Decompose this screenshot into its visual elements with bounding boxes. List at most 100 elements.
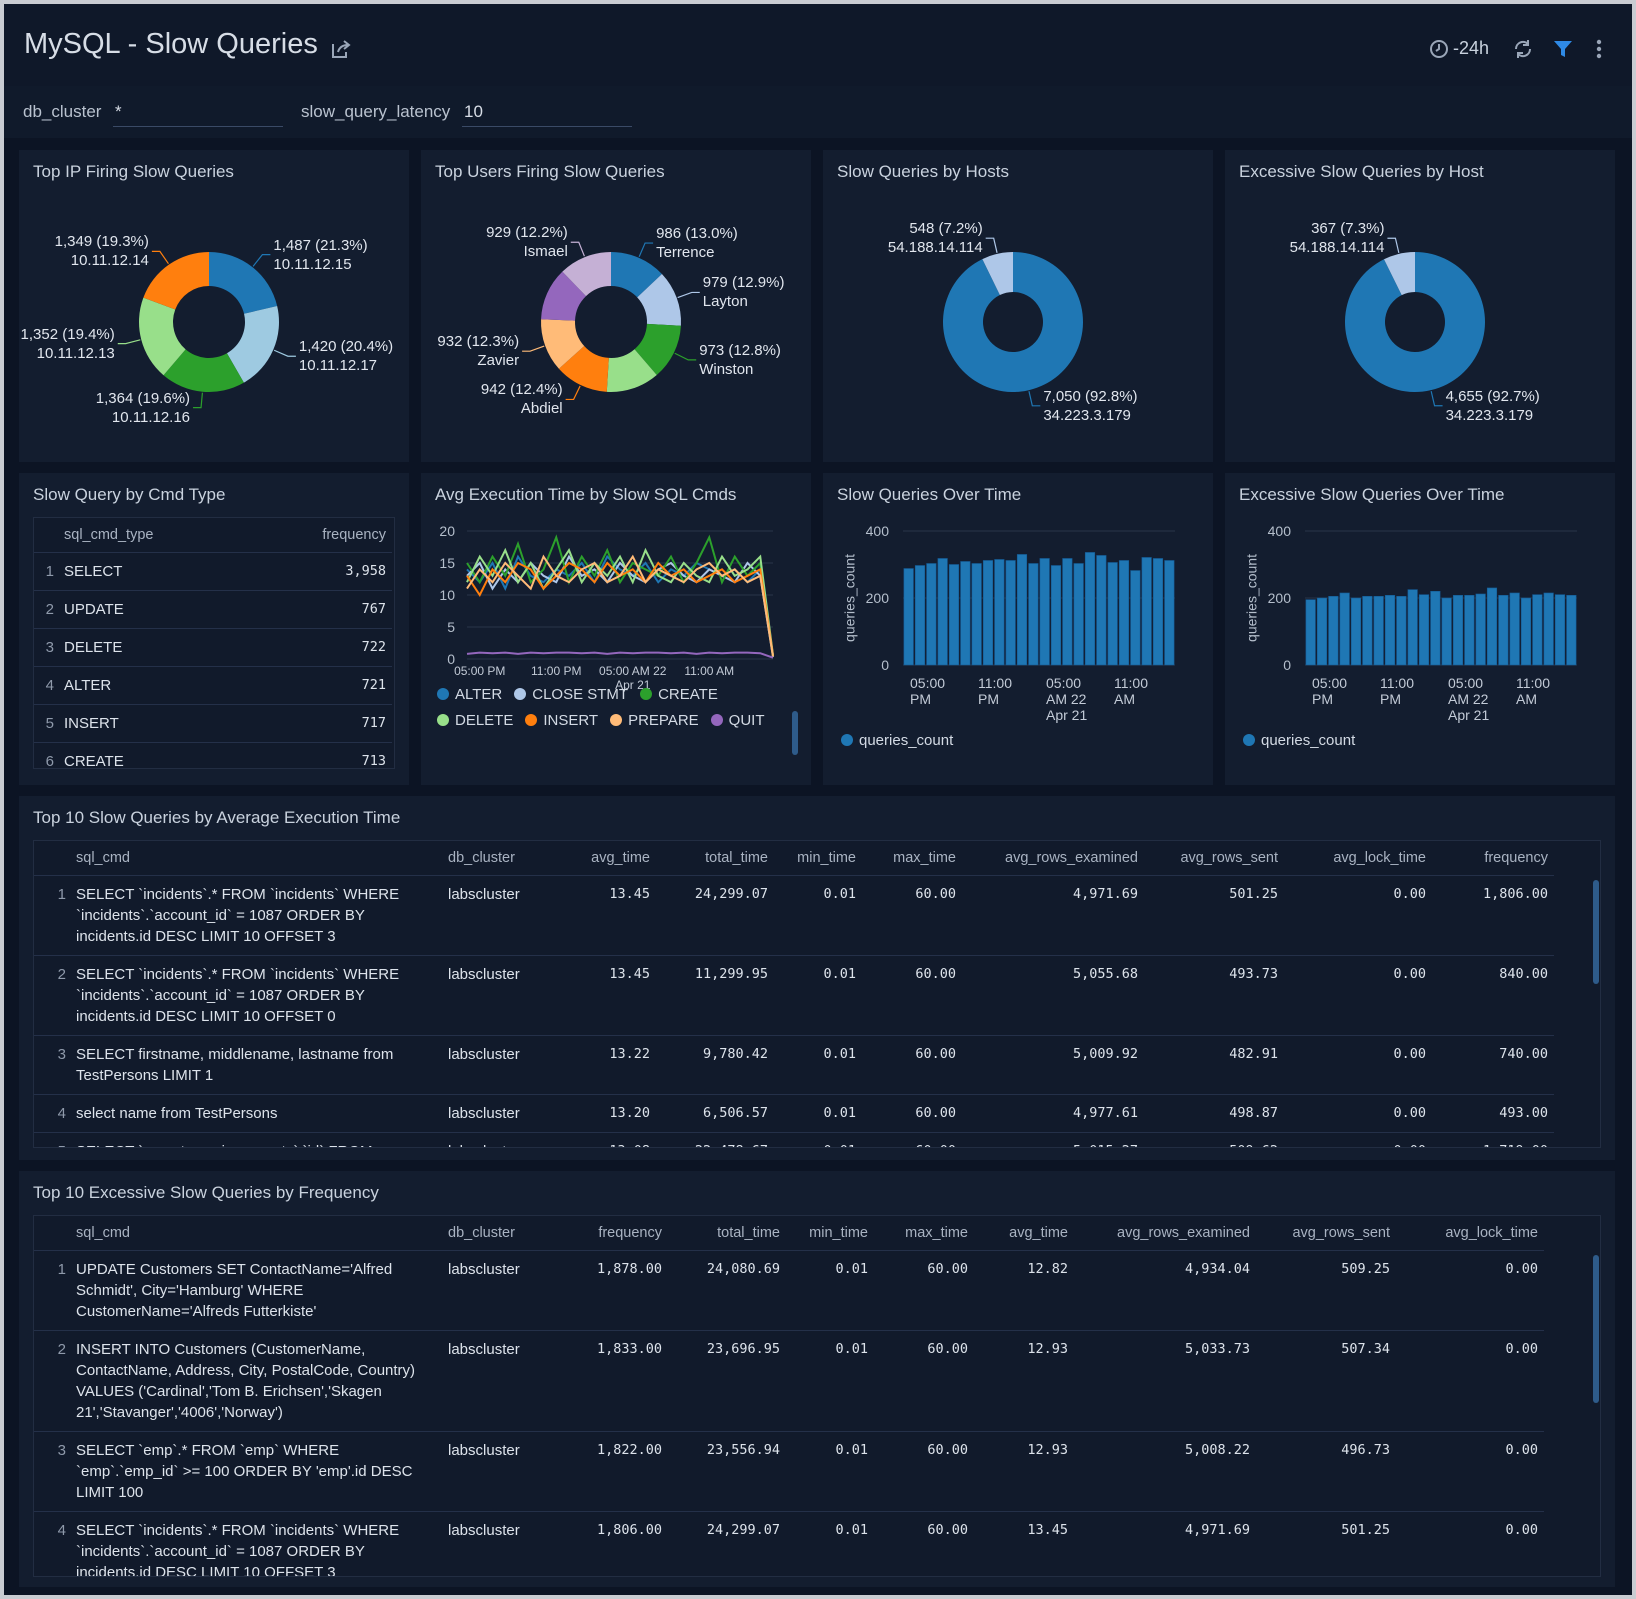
table-cell: 713 xyxy=(278,742,392,768)
slice-value: 986 (13.0%) xyxy=(656,225,738,243)
table-cell: ALTER xyxy=(58,666,278,705)
row-number: 2 xyxy=(34,1330,70,1432)
table-row: 5SELECT `recent_service_events`.`id` FRO… xyxy=(34,1132,1554,1147)
legend-item[interactable]: CLOSE STMT xyxy=(514,685,628,703)
legend-swatch xyxy=(1243,734,1255,746)
slice-label: 1,349 (19.3%) 10.11.12.14 xyxy=(55,232,149,270)
bar xyxy=(1005,560,1016,666)
panel: Top IP Firing Slow Queries 1,487 (21.3%) 1… xyxy=(19,150,409,462)
table-cell: 840.00 xyxy=(1432,955,1554,1036)
table-cell: 509.25 xyxy=(1256,1250,1396,1331)
legend-item[interactable]: ALTER xyxy=(437,685,502,703)
legend-item[interactable]: QUIT xyxy=(710,711,765,729)
pie-slice xyxy=(558,346,609,392)
legend-swatch xyxy=(514,688,527,700)
header-cell: max_time xyxy=(874,1216,974,1251)
legend-label: QUIT xyxy=(728,711,765,729)
clock-icon[interactable] xyxy=(1429,39,1449,59)
chart: queries_count xyxy=(842,530,1175,666)
line-series xyxy=(466,547,774,656)
panel-title: Slow Queries Over Time xyxy=(837,485,1022,504)
leader-line xyxy=(674,352,697,361)
y-tick-label: 0 xyxy=(881,657,889,673)
table-head: sql_cmd db_cluster avg_time total_time min_t… xyxy=(34,841,1554,876)
pie-slice xyxy=(943,252,1083,392)
table-cell: 0.01 xyxy=(774,875,862,956)
legend-item[interactable]: queries_count xyxy=(1243,731,1355,749)
table-cell: 13.45 xyxy=(974,1511,1074,1576)
slice-category: 10.11.12.16 xyxy=(111,408,191,426)
scrollbar[interactable] xyxy=(1593,880,1599,984)
share-icon[interactable] xyxy=(330,38,352,60)
header-cell: db_cluster xyxy=(442,841,560,876)
y-axis-label: queries_count xyxy=(842,554,858,642)
bar xyxy=(1141,557,1152,666)
table-body: 1 SELECT 3,958 2 UPDATE 767 3 DELETE 722 4 ALTER 72… xyxy=(34,552,392,768)
legend-item[interactable]: PREPARE xyxy=(610,711,699,729)
legend-item[interactable]: INSERT xyxy=(525,711,598,729)
table-cell: 60.00 xyxy=(862,955,962,1036)
table-cell: 23,696.95 xyxy=(668,1330,786,1432)
panel-title: Top 10 Slow Queries by Average Execution… xyxy=(33,808,401,827)
panel-title: Excessive Slow Queries by Host xyxy=(1239,162,1484,181)
header-cell: sql_cmd xyxy=(70,1216,442,1251)
bar xyxy=(1118,560,1130,666)
table-row: 2 UPDATE 767 xyxy=(34,590,392,629)
bar xyxy=(1084,552,1096,666)
row-number: 4 xyxy=(34,666,58,705)
table-cell: 0.01 xyxy=(774,1035,862,1095)
table-cell: 12.93 xyxy=(974,1431,1074,1512)
leader-line xyxy=(1430,391,1443,407)
header-cell: avg_rows_sent xyxy=(1144,841,1284,876)
bar xyxy=(1328,596,1339,666)
table-cell: 767 xyxy=(278,590,392,629)
legend-item[interactable]: CREATE xyxy=(640,685,718,703)
table-cell: labscluster xyxy=(442,955,560,1036)
slice-value: 1,364 (19.6%) xyxy=(95,389,191,407)
filter-icon[interactable] xyxy=(1553,39,1573,59)
panel: Top 10 Excessive Slow Queries by Frequen… xyxy=(19,1171,1615,1587)
table-row: 4 select name from TestPersons labscluster… xyxy=(34,1094,1554,1133)
row-number: 4 xyxy=(34,1511,70,1576)
bar xyxy=(1543,592,1554,666)
scrollbar[interactable] xyxy=(1593,1255,1599,1403)
x-tick-label: 11:00 PM xyxy=(531,664,582,678)
slice-label: 986 (13.0%) Terrence xyxy=(656,224,738,262)
row-number: 4 xyxy=(34,1094,70,1133)
refresh-icon[interactable] xyxy=(1512,38,1534,60)
slice-label: 932 (12.3%) Zavier xyxy=(437,332,519,370)
time-range[interactable]: -24h xyxy=(1453,38,1490,58)
header-cell: db_cluster xyxy=(442,1216,560,1251)
table-cell: labscluster xyxy=(442,875,560,956)
row-number: 3 xyxy=(34,1035,70,1095)
scrollbar[interactable] xyxy=(792,711,798,755)
table-cell: 12.82 xyxy=(974,1250,1074,1331)
table-row: 2 SELECT `incidents`.* FROM `incidents` W… xyxy=(34,955,1554,1036)
table-cell: 6,506.57 xyxy=(656,1094,774,1133)
bar xyxy=(960,561,971,666)
leader-line xyxy=(252,253,271,267)
slice-label: 942 (12.4%) Abdiel xyxy=(481,380,563,418)
legend-item[interactable]: queries_count xyxy=(841,731,953,749)
dashboard-title: MySQL - Slow Queries xyxy=(24,28,318,60)
table-cell: 0.01 xyxy=(774,955,862,1036)
header-cell: sql_cmd_type xyxy=(58,518,278,553)
filter-value[interactable]: * xyxy=(113,102,283,127)
table-cell: labscluster xyxy=(442,1094,560,1133)
table-cell: 0.00 xyxy=(1396,1330,1544,1432)
header-cell: sql_cmd xyxy=(70,841,442,876)
bar xyxy=(926,563,937,666)
slice-label: 1,364 (19.6%) 10.11.12.16 xyxy=(96,389,190,427)
bar xyxy=(1073,563,1084,666)
table-cell: 13.20 xyxy=(560,1094,656,1133)
menu-icon[interactable] xyxy=(1594,38,1604,60)
table-cell: SELECT `incidents`.* FROM `incidents` WH… xyxy=(70,955,442,1036)
filter-value[interactable]: 10 xyxy=(462,102,632,127)
legend-item[interactable]: DELETE xyxy=(437,711,513,729)
row-number: 3 xyxy=(34,628,58,667)
panel: Avg Execution Time by Slow SQL Cmds 0 5 10 1… xyxy=(421,473,811,785)
chart xyxy=(466,530,774,660)
legend-swatch xyxy=(640,688,653,700)
table-cell: SELECT xyxy=(58,552,278,591)
legend: ALTER CLOSE STMT CREATE DELETE INSERT PREPARE… xyxy=(437,685,782,737)
